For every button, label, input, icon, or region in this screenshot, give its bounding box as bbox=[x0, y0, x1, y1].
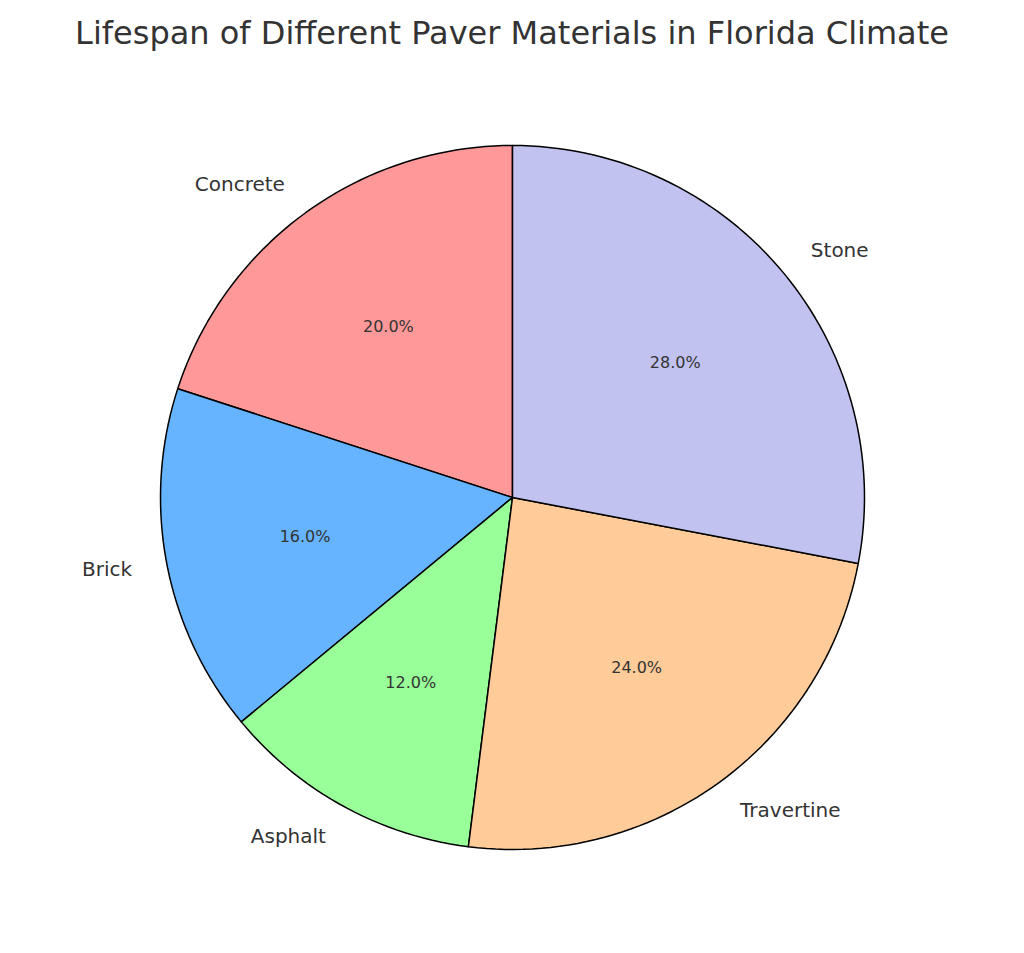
svg-text:Asphalt: Asphalt bbox=[251, 824, 326, 848]
svg-text:Travertine: Travertine bbox=[739, 798, 841, 822]
svg-text:Brick: Brick bbox=[82, 557, 132, 581]
svg-text:Concrete: Concrete bbox=[195, 172, 285, 196]
svg-text:24.0%: 24.0% bbox=[611, 658, 662, 677]
svg-text:20.0%: 20.0% bbox=[363, 317, 414, 336]
svg-text:12.0%: 12.0% bbox=[385, 673, 436, 692]
html-text:Lifespan of Different Paver Ma: Lifespan of Different Paver Materials in… bbox=[75, 14, 949, 52]
svg-text:16.0%: 16.0% bbox=[280, 527, 331, 546]
svg-text:28.0%: 28.0% bbox=[650, 353, 701, 372]
svg-text:Stone: Stone bbox=[811, 238, 869, 262]
